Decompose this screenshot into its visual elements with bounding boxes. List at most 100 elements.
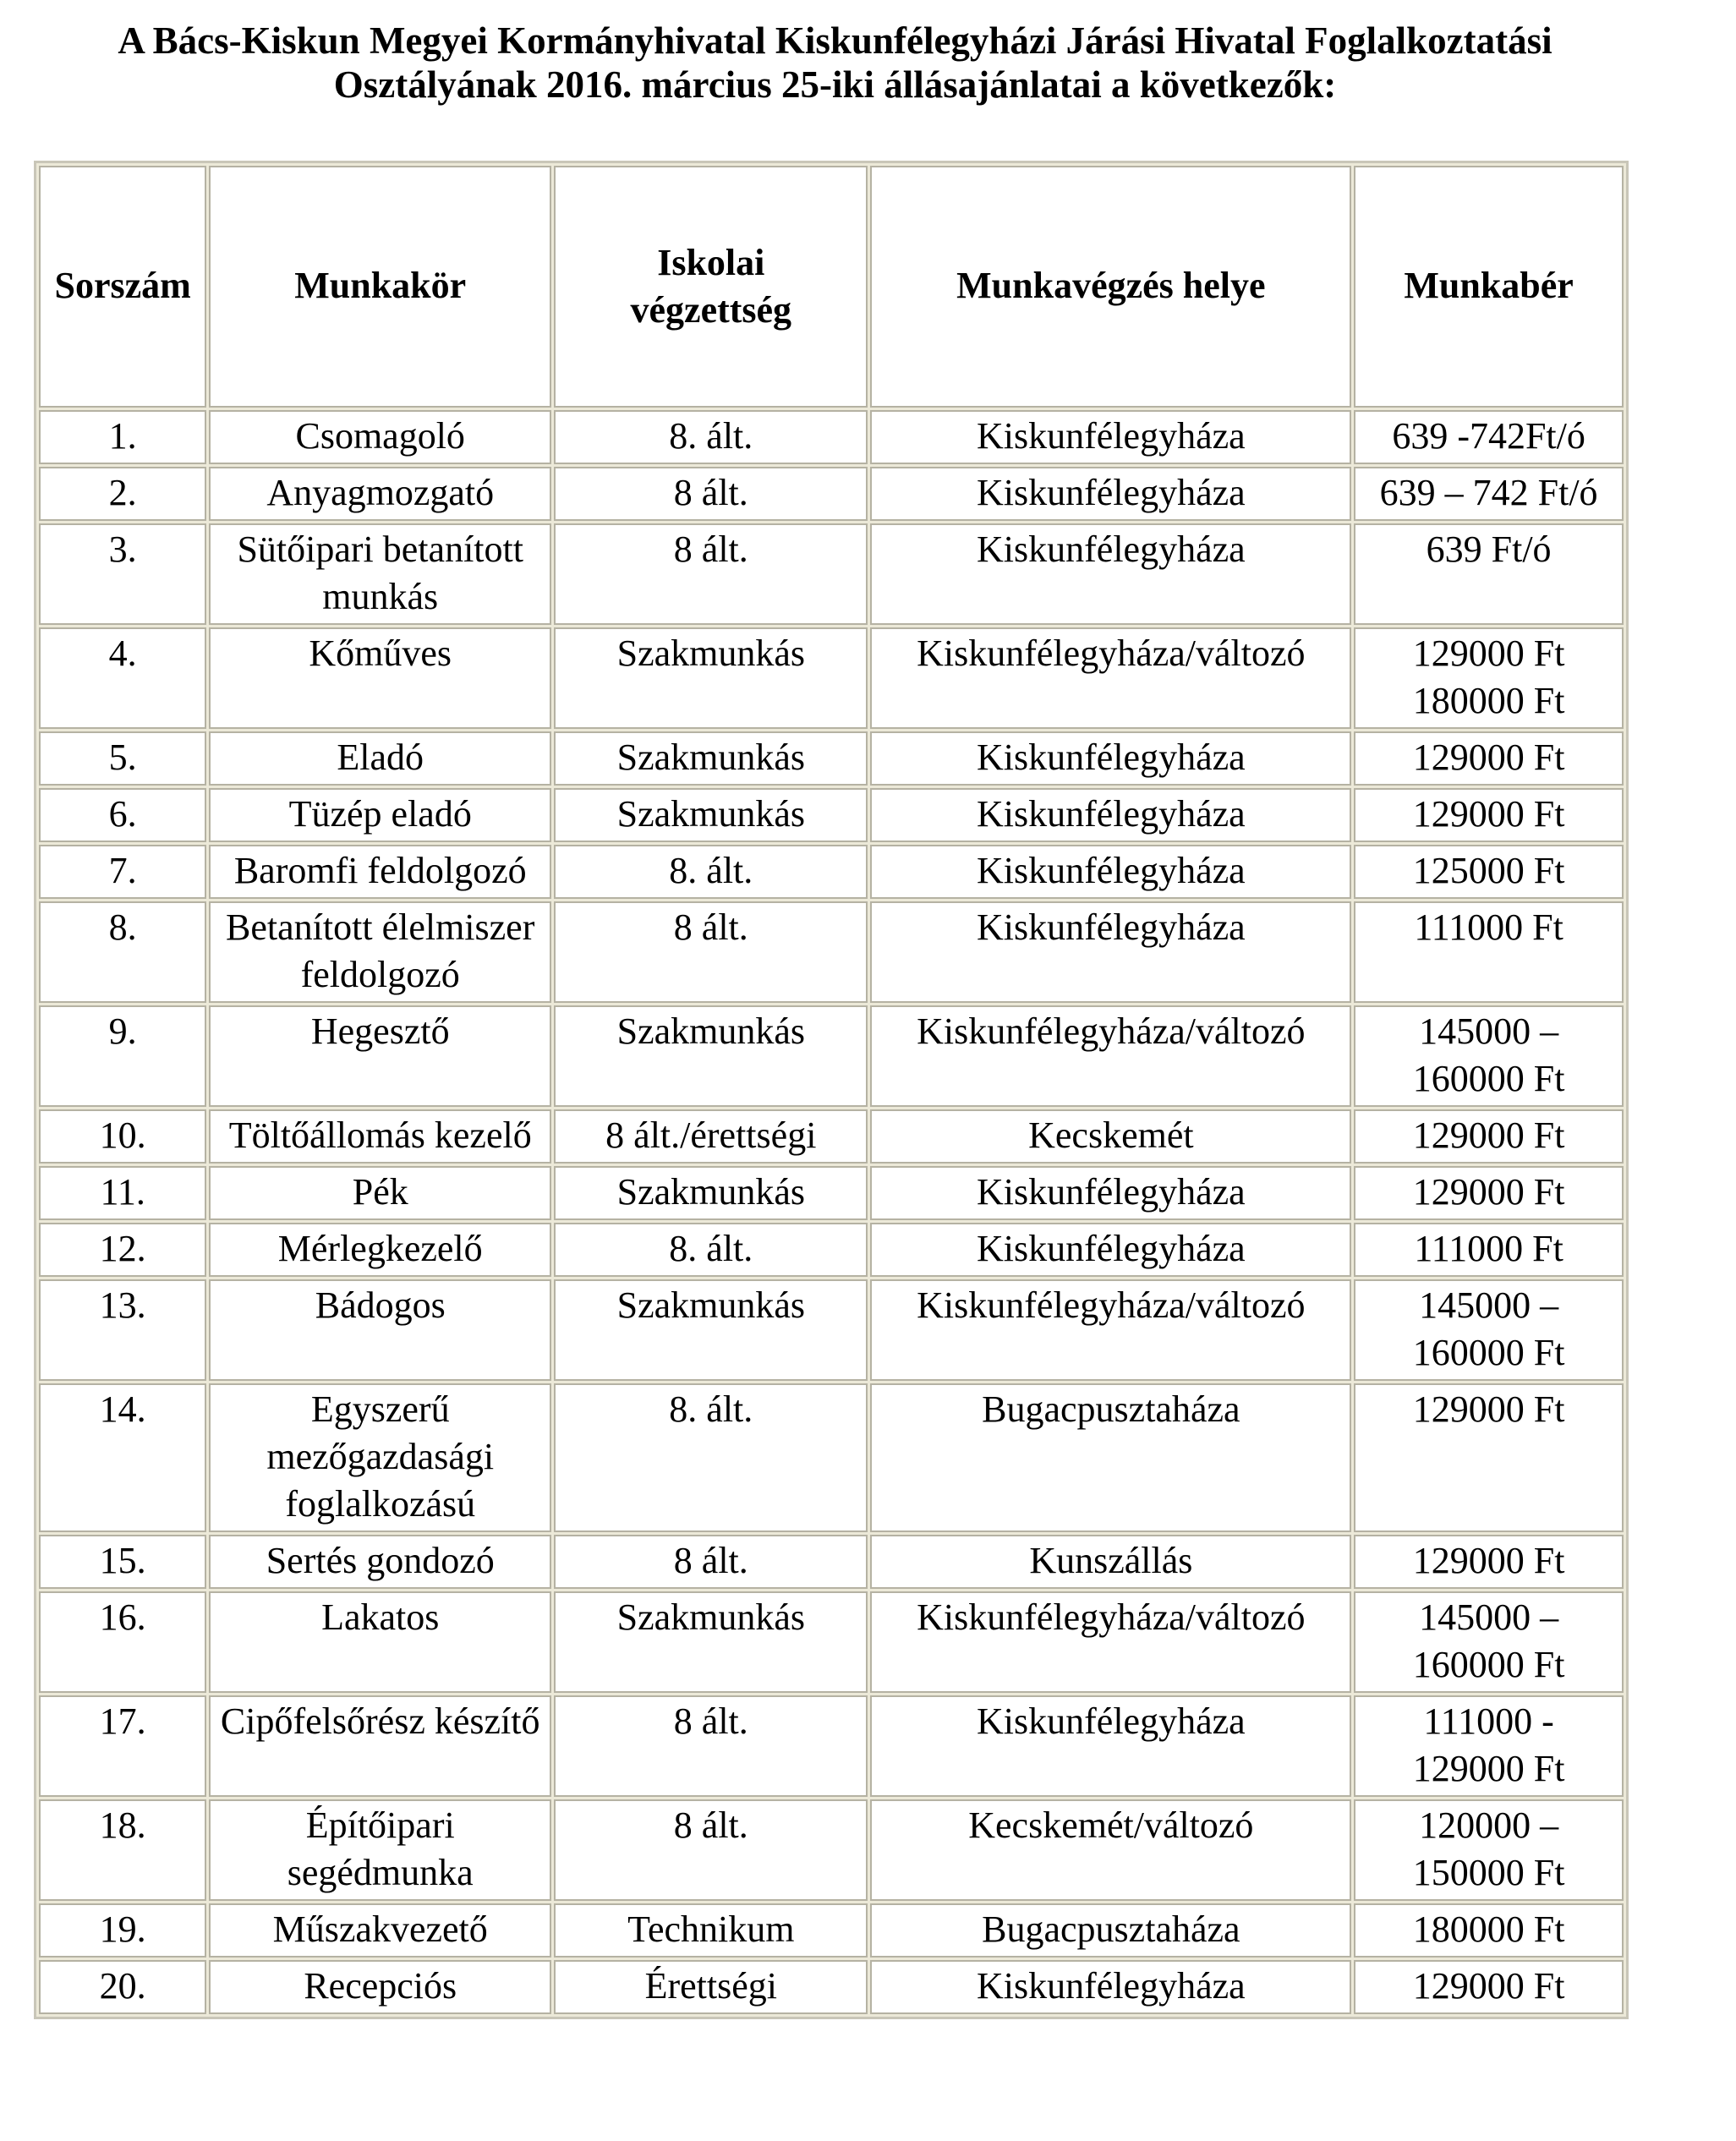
header-row: Sorszám Munkakör Iskolai végzettség Munk… [39,166,1624,408]
cell-munkakor: Sütőipari betanított munkás [209,523,552,625]
cell-vegzettseg: 8. ált. [554,1223,868,1277]
cell-munkakor: Sertés gondozó [209,1535,552,1589]
page-title: A Bács-Kiskun Megyei Kormányhivatal Kisk… [0,19,1670,107]
cell-munkaber: 639 Ft/ó [1354,523,1624,625]
cell-vegzettseg: Szakmunkás [554,1591,868,1693]
cell-sorszam: 19. [39,1903,207,1958]
title-line-1: A Bács-Kiskun Megyei Kormányhivatal Kisk… [118,19,1553,62]
cell-munkakor: Építőipari segédmunka [209,1799,552,1901]
cell-munkaber: 129000 Ft [1354,788,1624,842]
cell-hely: Kiskunfélegyháza [870,788,1352,842]
cell-munkakor: Baromfi feldolgozó [209,845,552,899]
table-row: 4. Kőműves Szakmunkás Kiskunfélegyháza/vált… [39,627,1624,729]
cell-munkaber: 129000 Ft [1354,1166,1624,1220]
cell-munkakor: Műszakvezető [209,1903,552,1958]
table-row: 1. Csomagoló 8. ált. Kiskunfélegyháza 639 -7… [39,410,1624,464]
cell-hely: Kiskunfélegyháza [870,1695,1352,1797]
cell-munkaber: 111000 Ft [1354,1223,1624,1277]
cell-hely: Bugacpusztaháza [870,1383,1352,1532]
cell-hely: Kiskunfélegyháza [870,523,1352,625]
cell-munkakor: Bádogos [209,1279,552,1381]
cell-munkaber: 129000 Ft [1354,1960,1624,2014]
cell-munkakor: Tüzép eladó [209,788,552,842]
cell-munkaber: 129000 Ft [1354,1383,1624,1532]
cell-munkakor: Egyszerű mezőgazdasági foglalkozású [209,1383,552,1532]
cell-vegzettseg: Szakmunkás [554,788,868,842]
cell-sorszam: 18. [39,1799,207,1901]
cell-munkakor: Betanított élelmiszer feldolgozó [209,901,552,1003]
cell-sorszam: 20. [39,1960,207,2014]
cell-sorszam: 5. [39,731,207,786]
cell-sorszam: 13. [39,1279,207,1381]
cell-munkakor: Recepciós [209,1960,552,2014]
cell-hely: Kiskunfélegyháza [870,731,1352,786]
table-row: 3. Sütőipari betanított munkás 8 ált. Kisku… [39,523,1624,625]
cell-hely: Kecskemét [870,1109,1352,1164]
table-row: 13. Bádogos Szakmunkás Kiskunfélegyháza/vál… [39,1279,1624,1381]
cell-sorszam: 8. [39,901,207,1003]
cell-vegzettseg: 8 ált. [554,1535,868,1589]
cell-munkaber: 129000 Ft [1354,1535,1624,1589]
table-row: 16. Lakatos Szakmunkás Kiskunfélegyháza/vál… [39,1591,1624,1693]
cell-munkaber: 145000 – 160000 Ft [1354,1591,1624,1693]
cell-hely: Kiskunfélegyháza [870,1960,1352,2014]
cell-vegzettseg: Szakmunkás [554,1279,868,1381]
cell-munkakor: Pék [209,1166,552,1220]
cell-vegzettseg: 8 ált./érettségi [554,1109,868,1164]
cell-vegzettseg: Szakmunkás [554,731,868,786]
table-row: 9. Hegesztő Szakmunkás Kiskunfélegyháza/vál… [39,1005,1624,1107]
cell-hely: Kiskunfélegyháza/változó [870,1005,1352,1107]
table-row: 15. Sertés gondozó 8 ált. Kunszállás 129000 … [39,1535,1624,1589]
cell-munkakor: Kőműves [209,627,552,729]
cell-munkaber: 639 – 742 Ft/ó [1354,467,1624,521]
cell-vegzettseg: Szakmunkás [554,627,868,729]
cell-hely: Kiskunfélegyháza [870,467,1352,521]
cell-vegzettseg: 8 ált. [554,467,868,521]
cell-munkaber: 129000 Ft 180000 Ft [1354,627,1624,729]
cell-hely: Kiskunfélegyháza [870,1223,1352,1277]
cell-hely: Kiskunfélegyháza [870,845,1352,899]
table-body: 1. Csomagoló 8. ált. Kiskunfélegyháza 639 -7… [39,410,1624,2014]
cell-sorszam: 1. [39,410,207,464]
cell-munkakor: Csomagoló [209,410,552,464]
cell-munkakor: Cipőfelsőrész készítő [209,1695,552,1797]
cell-sorszam: 16. [39,1591,207,1693]
table-row: 14. Egyszerű mezőgazdasági foglalkozású 8.… [39,1383,1624,1532]
cell-munkaber: 120000 – 150000 Ft [1354,1799,1624,1901]
table-row: 11. Pék Szakmunkás Kiskunfélegyháza 129000 F… [39,1166,1624,1220]
cell-vegzettseg: 8. ált. [554,845,868,899]
cell-vegzettseg: 8 ált. [554,523,868,625]
title-line-2: Osztályának 2016. március 25-iki állásaj… [333,63,1337,106]
job-offers-table: Sorszám Munkakör Iskolai végzettség Munk… [34,161,1629,2019]
table-row: 19. Műszakvezető Technikum Bugacpusztaháza 1… [39,1903,1624,1958]
header-iskolai-vegzettseg: Iskolai végzettség [554,166,868,408]
header-munkakor: Munkakör [209,166,552,408]
cell-munkaber: 639 -742Ft/ó [1354,410,1624,464]
cell-sorszam: 12. [39,1223,207,1277]
cell-vegzettseg: 8. ált. [554,1383,868,1532]
cell-sorszam: 14. [39,1383,207,1532]
cell-munkakor: Eladó [209,731,552,786]
cell-munkaber: 145000 – 160000 Ft [1354,1005,1624,1107]
cell-hely: Kiskunfélegyháza [870,410,1352,464]
cell-vegzettseg: Technikum [554,1903,868,1958]
cell-munkaber: 129000 Ft [1354,1109,1624,1164]
cell-vegzettseg: Szakmunkás [554,1005,868,1107]
cell-sorszam: 17. [39,1695,207,1797]
cell-vegzettseg: 8 ált. [554,1695,868,1797]
cell-hely: Bugacpusztaháza [870,1903,1352,1958]
cell-sorszam: 15. [39,1535,207,1589]
cell-munkaber: 111000 - 129000 Ft [1354,1695,1624,1797]
header-sorszam: Sorszám [39,166,207,408]
cell-sorszam: 11. [39,1166,207,1220]
cell-munkaber: 180000 Ft [1354,1903,1624,1958]
cell-vegzettseg: 8. ált. [554,410,868,464]
table-row: 12. Mérlegkezelő 8. ált. Kiskunfélegyháza 11… [39,1223,1624,1277]
cell-sorszam: 10. [39,1109,207,1164]
cell-munkaber: 145000 – 160000 Ft [1354,1279,1624,1381]
table-row: 10. Töltőállomás kezelő 8 ált./érettségi Ke… [39,1109,1624,1164]
cell-munkakor: Töltőállomás kezelő [209,1109,552,1164]
cell-sorszam: 2. [39,467,207,521]
table-row: 6. Tüzép eladó Szakmunkás Kiskunfélegyháza 1… [39,788,1624,842]
table-row: 7. Baromfi feldolgozó 8. ált. Kiskunfélegyh… [39,845,1624,899]
